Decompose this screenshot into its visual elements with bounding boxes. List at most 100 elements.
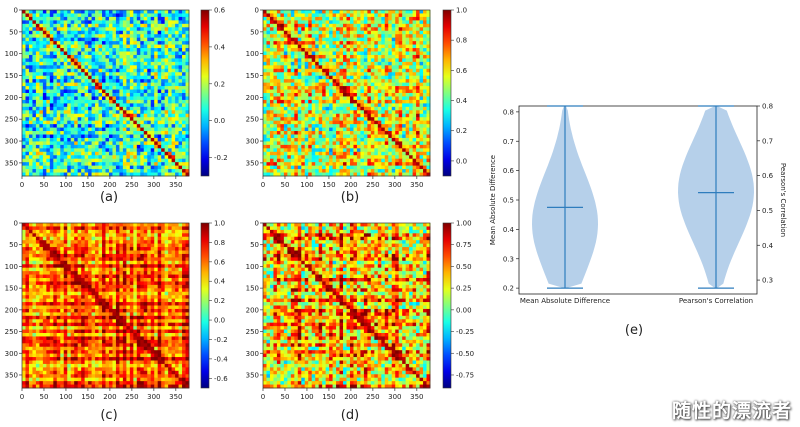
heatmap-cell: [22, 137, 26, 142]
heatmap-cell: [395, 61, 400, 66]
heatmap-cell: [147, 23, 152, 28]
heatmap-cell: [343, 151, 347, 156]
heatmap-cell: [329, 54, 333, 59]
heatmap-cell: [185, 233, 190, 238]
heatmap-cell: [84, 151, 89, 156]
heatmap-cell: [381, 37, 386, 42]
heatmap-cell: [377, 155, 382, 160]
heatmap-cell: [42, 113, 47, 118]
heatmap-cell: [353, 41, 358, 45]
heatmap-cell: [182, 117, 186, 122]
heatmap-cell: [175, 158, 179, 163]
heatmap-cell: [356, 44, 361, 49]
heatmap-cell: [405, 117, 410, 122]
heatmap-cell: [161, 144, 166, 149]
heatmap-cell: [384, 93, 389, 97]
heatmap-cell: [143, 48, 148, 52]
heatmap-cell: [46, 148, 51, 153]
heatmap-cell: [119, 93, 124, 97]
heatmap-cell: [412, 37, 417, 42]
heatmap-cell: [336, 68, 340, 73]
heatmap-cell: [108, 141, 113, 146]
heatmap-cell: [140, 27, 145, 32]
heatmap-cell: [297, 131, 302, 135]
heatmap-cell: [315, 99, 320, 104]
heatmap-cell: [363, 82, 368, 87]
heatmap-cell: [287, 23, 292, 28]
heatmap-cell: [332, 44, 337, 49]
heatmap-cell: [168, 162, 173, 167]
heatmap-cell: [367, 37, 372, 42]
heatmap-cell: [140, 10, 145, 14]
heatmap-cell: [28, 99, 33, 104]
heatmap-cell: [178, 99, 183, 104]
heatmap-cell: [22, 134, 26, 139]
heatmap-cell: [349, 99, 354, 104]
heatmap-cell: [95, 106, 99, 111]
heatmap-cell: [290, 137, 295, 142]
heatmap-cell: [339, 79, 344, 84]
heatmap-cell: [140, 68, 145, 73]
heatmap-cell: [363, 10, 368, 14]
heatmap-cell: [374, 131, 379, 135]
heatmap-cell: [161, 20, 166, 25]
heatmap-cell: [129, 65, 134, 70]
heatmap-cell: [136, 79, 141, 84]
heatmap-cell: [136, 141, 141, 146]
heatmap-cell: [46, 134, 51, 139]
heatmap-cell: [273, 134, 278, 139]
heatmap-cell: [35, 233, 40, 238]
heatmap-cell: [419, 27, 424, 32]
heatmap-cell: [157, 162, 162, 167]
heatmap-cell: [28, 72, 33, 77]
heatmap-cell: [32, 103, 37, 108]
heatmap-cell: [381, 141, 386, 146]
heatmap-cell: [416, 131, 420, 135]
heatmap-cell: [290, 99, 295, 104]
heatmap-cell: [63, 226, 68, 231]
heatmap-cell: [74, 172, 79, 177]
colorbar-tick-label: 1.0: [456, 7, 467, 15]
heatmap-cell: [391, 93, 396, 97]
heatmap-cell: [60, 240, 65, 245]
heatmap-cell: [182, 48, 186, 52]
heatmap-cell: [129, 223, 134, 227]
heatmap-cell: [39, 120, 44, 125]
heatmap-cell: [182, 233, 186, 238]
heatmap-cell: [318, 172, 323, 177]
heatmap-cell: [102, 148, 106, 153]
heatmap-cell: [349, 65, 354, 70]
heatmap-cell: [150, 127, 155, 132]
heatmap-cell: [353, 23, 358, 28]
heatmap-cell: [39, 172, 44, 177]
heatmap-cell: [70, 58, 75, 63]
heatmap-cell: [56, 86, 61, 90]
heatmap-cell: [77, 155, 82, 160]
heatmap-cell: [178, 240, 183, 245]
heatmap-cell: [374, 65, 379, 70]
heatmap-cell: [53, 144, 58, 149]
heatmap-cell: [353, 34, 358, 39]
heatmap-cell: [91, 162, 96, 167]
heatmap-cell: [346, 75, 351, 80]
heatmap-cell: [290, 34, 295, 39]
heatmap-cell: [88, 79, 92, 84]
heatmap-cell: [39, 165, 44, 170]
heatmap-cell: [88, 20, 92, 25]
heatmap-cell: [308, 61, 313, 66]
heatmap-cell: [164, 226, 169, 231]
heatmap-cell: [95, 134, 99, 139]
heatmap-cell: [115, 103, 120, 108]
heatmap-cell: [168, 65, 173, 70]
heatmap-cell: [409, 16, 414, 21]
heatmap-cell: [35, 162, 40, 167]
heatmap-cell: [119, 72, 124, 77]
heatmap-cell: [108, 226, 113, 231]
heatmap-cell: [67, 223, 72, 227]
heatmap-cell: [419, 20, 424, 25]
heatmap-cell: [185, 117, 190, 122]
heatmap-cell: [126, 162, 131, 167]
heatmap-cell: [395, 120, 400, 125]
heatmap-cell: [136, 65, 141, 70]
heatmap-cell: [25, 37, 30, 42]
